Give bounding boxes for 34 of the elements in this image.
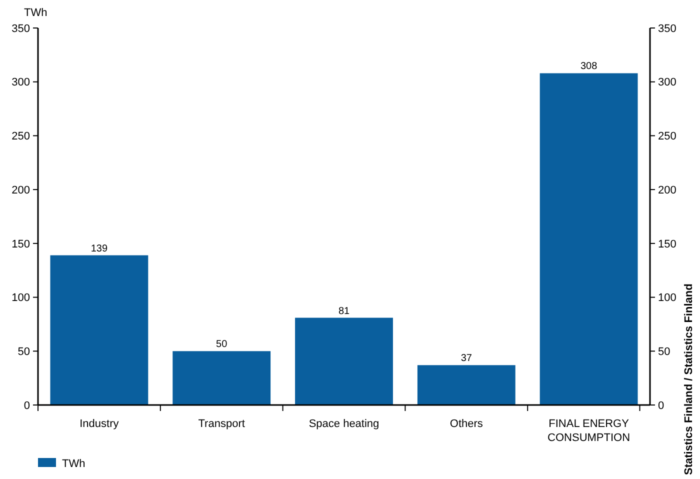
y-tick-label: 200 xyxy=(12,184,30,196)
bar xyxy=(172,351,271,405)
text: Statistics Finland / Statistics Finland xyxy=(683,284,695,475)
y2-tick-label: 150 xyxy=(658,238,676,250)
y2-tick-label: 100 xyxy=(658,292,676,304)
y2-tick-label: 50 xyxy=(658,346,670,358)
y2-tick-label: 250 xyxy=(658,130,676,143)
y2-tick-label: 0 xyxy=(658,400,664,412)
x-tick-label: Industry xyxy=(80,418,120,430)
data-label: 50 xyxy=(216,339,228,350)
y2-tick-label: 300 xyxy=(658,76,676,89)
data-label: 37 xyxy=(460,353,472,364)
legend-label: TWh xyxy=(62,458,86,470)
bar xyxy=(417,365,516,405)
bar xyxy=(50,255,148,405)
y-tick-label: 350 xyxy=(12,22,30,35)
x-tick-label: Transport xyxy=(198,418,245,430)
data-label: 81 xyxy=(338,306,350,317)
y-axis-title: TWh xyxy=(24,7,48,19)
bar xyxy=(540,73,638,405)
y-tick-label: 50 xyxy=(18,346,30,358)
y2-tick-label: 350 xyxy=(658,22,676,35)
data-label: 308 xyxy=(580,61,598,72)
x-tick-label: Space heating xyxy=(308,418,380,430)
y-tick-label: 0 xyxy=(24,400,30,412)
y-tick-label: 250 xyxy=(12,130,30,143)
data-label: 139 xyxy=(90,243,108,254)
y-tick-label: 150 xyxy=(12,238,30,250)
x-tick-label: FINAL ENERGY CONSUMPTION xyxy=(548,418,630,444)
y-tick-label: 100 xyxy=(12,292,30,304)
y2-tick-label: 200 xyxy=(658,184,676,196)
bar xyxy=(295,318,393,405)
x-tick-label: Others xyxy=(450,418,484,430)
y-tick-label: 300 xyxy=(12,76,30,89)
